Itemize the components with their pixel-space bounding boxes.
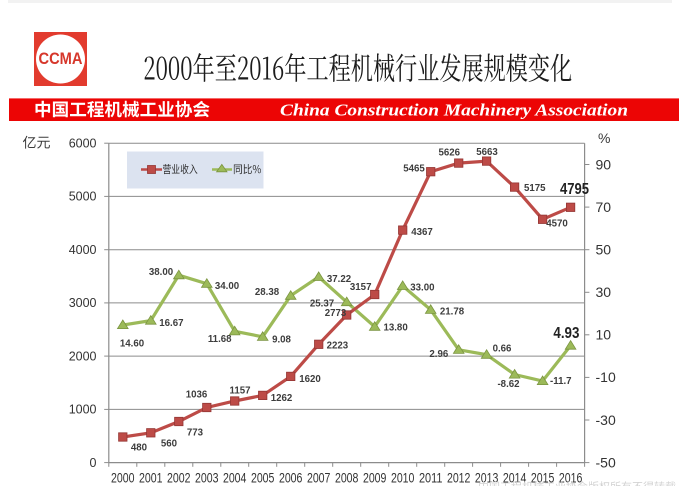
svg-text:2014: 2014: [503, 470, 527, 486]
svg-text:28.38: 28.38: [255, 287, 280, 298]
svg-text:1000: 1000: [69, 403, 97, 417]
svg-text:4570: 4570: [546, 219, 568, 230]
svg-text:China Construction Machinery A: China Construction Machinery Association: [280, 101, 628, 120]
svg-text:0.66: 0.66: [493, 343, 512, 354]
svg-text:2008: 2008: [335, 470, 359, 486]
svg-text:1262: 1262: [271, 393, 293, 404]
svg-text:13.80: 13.80: [383, 323, 407, 334]
svg-text:5465: 5465: [403, 163, 425, 174]
svg-text:2.96: 2.96: [429, 349, 448, 360]
svg-text:2000: 2000: [69, 349, 97, 363]
svg-text:2223: 2223: [327, 341, 349, 352]
svg-text:1157: 1157: [229, 385, 250, 396]
svg-text:14.60: 14.60: [120, 339, 144, 350]
svg-text:10: 10: [596, 327, 612, 343]
svg-text:0: 0: [90, 456, 97, 470]
svg-text:3157: 3157: [350, 282, 372, 293]
svg-text:5175: 5175: [524, 183, 546, 194]
svg-text:-30: -30: [596, 412, 616, 428]
svg-text:2012: 2012: [447, 470, 471, 486]
svg-text:90: 90: [596, 156, 612, 172]
svg-text:560: 560: [161, 438, 177, 449]
svg-text:2010: 2010: [391, 470, 415, 486]
svg-text:9.08: 9.08: [272, 334, 291, 345]
svg-text:2003: 2003: [195, 470, 219, 486]
svg-text:25.37: 25.37: [310, 298, 334, 309]
svg-text:%: %: [598, 130, 610, 146]
svg-text:2013: 2013: [475, 470, 499, 486]
svg-text:16.67: 16.67: [159, 318, 183, 329]
svg-text:-11.7: -11.7: [550, 376, 572, 387]
svg-text:2001: 2001: [139, 470, 163, 486]
svg-text:38.00: 38.00: [149, 267, 173, 278]
svg-text:2009: 2009: [363, 470, 387, 486]
svg-text:5626: 5626: [439, 148, 461, 159]
svg-text:2015: 2015: [531, 470, 555, 486]
svg-text:4.93: 4.93: [553, 325, 579, 342]
svg-text:1620: 1620: [299, 374, 321, 385]
svg-text:1036: 1036: [186, 390, 208, 401]
svg-text:2011: 2011: [419, 470, 443, 486]
svg-text:2773: 2773: [325, 308, 347, 319]
svg-text:30: 30: [596, 284, 612, 300]
svg-text:480: 480: [131, 442, 147, 453]
svg-text:34.00: 34.00: [215, 281, 239, 292]
svg-text:33.00: 33.00: [410, 283, 434, 294]
svg-text:CCMA: CCMA: [39, 49, 83, 68]
svg-text:4795: 4795: [560, 181, 589, 198]
svg-text:773: 773: [187, 427, 204, 438]
svg-text:2007: 2007: [307, 470, 331, 486]
svg-text:5663: 5663: [476, 147, 498, 158]
svg-text:21.78: 21.78: [440, 306, 465, 317]
svg-text:2005: 2005: [251, 470, 275, 486]
svg-text:2002: 2002: [167, 470, 191, 486]
svg-text:70: 70: [596, 199, 612, 215]
svg-text:4000: 4000: [69, 243, 97, 257]
svg-text:11.68: 11.68: [208, 334, 232, 345]
svg-text:37.22: 37.22: [327, 274, 351, 285]
svg-text:3000: 3000: [69, 296, 97, 310]
svg-text:5000: 5000: [69, 190, 97, 204]
svg-text:2000: 2000: [111, 470, 135, 486]
svg-text:-50: -50: [596, 454, 616, 470]
svg-text:-10: -10: [596, 369, 616, 385]
svg-text:50: 50: [596, 242, 612, 258]
svg-text:2006: 2006: [279, 470, 303, 486]
svg-text:6000: 6000: [69, 137, 97, 151]
svg-text:4367: 4367: [411, 227, 433, 238]
svg-text:2004: 2004: [223, 470, 247, 486]
svg-text:2016: 2016: [559, 470, 583, 486]
svg-text:-8.62: -8.62: [497, 379, 519, 390]
